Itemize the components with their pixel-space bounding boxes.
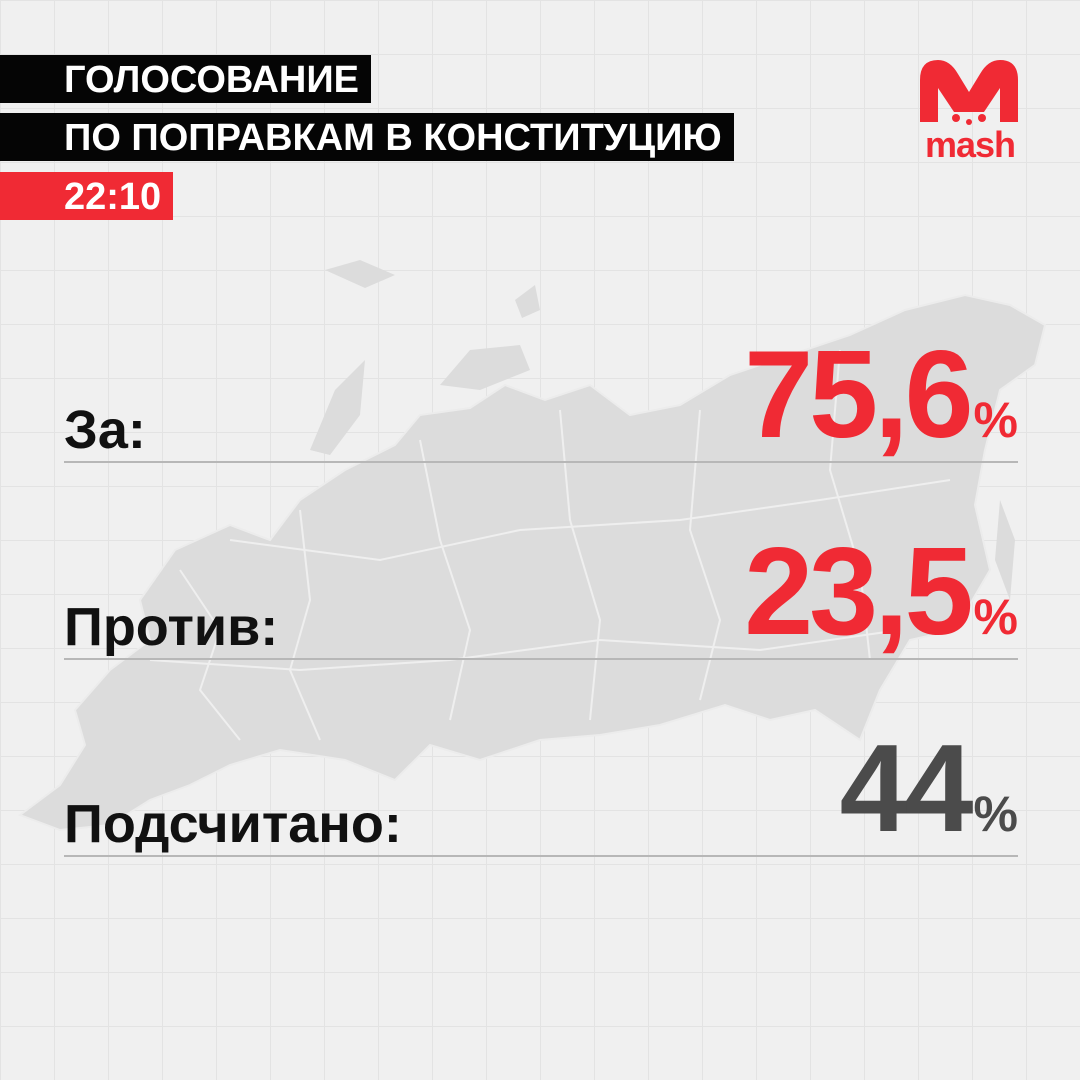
title-line-1-text: ГОЛОСОВАНИЕ bbox=[64, 59, 360, 101]
result-value: 23,5% bbox=[744, 530, 1018, 654]
divider bbox=[64, 461, 1018, 463]
result-row-za: За: 75,6% bbox=[64, 333, 1018, 463]
result-row-protiv: Против: 23,5% bbox=[64, 530, 1018, 660]
result-number: 23,5 bbox=[744, 523, 973, 661]
result-row-counted: Подсчитано: 44% bbox=[64, 727, 1018, 857]
russia-map-icon bbox=[17, 260, 1047, 832]
percent-sign: % bbox=[973, 589, 1018, 645]
result-value: 44% bbox=[840, 727, 1018, 851]
time-text: 22:10 bbox=[64, 176, 162, 218]
time-badge: 22:10 bbox=[0, 172, 174, 220]
mash-m-logo-icon bbox=[920, 60, 1018, 125]
divider bbox=[64, 855, 1018, 857]
result-number: 75,6 bbox=[744, 326, 973, 464]
title-line-1: ГОЛОСОВАНИЕ bbox=[0, 55, 372, 103]
logo-text: mash bbox=[924, 124, 1016, 165]
title-line-2-text: ПО ПОПРАВКАМ В КОНСТИТУЦИЮ bbox=[64, 117, 722, 159]
percent-sign: % bbox=[973, 786, 1018, 842]
result-label: За: bbox=[64, 400, 146, 460]
percent-sign: % bbox=[973, 392, 1018, 448]
result-label: Подсчитано: bbox=[64, 794, 402, 854]
result-label: Против: bbox=[64, 597, 279, 657]
divider bbox=[64, 658, 1018, 660]
result-value: 75,6% bbox=[744, 333, 1018, 457]
title-line-2: ПО ПОПРАВКАМ В КОНСТИТУЦИЮ bbox=[0, 113, 734, 161]
result-number: 44 bbox=[839, 720, 974, 858]
